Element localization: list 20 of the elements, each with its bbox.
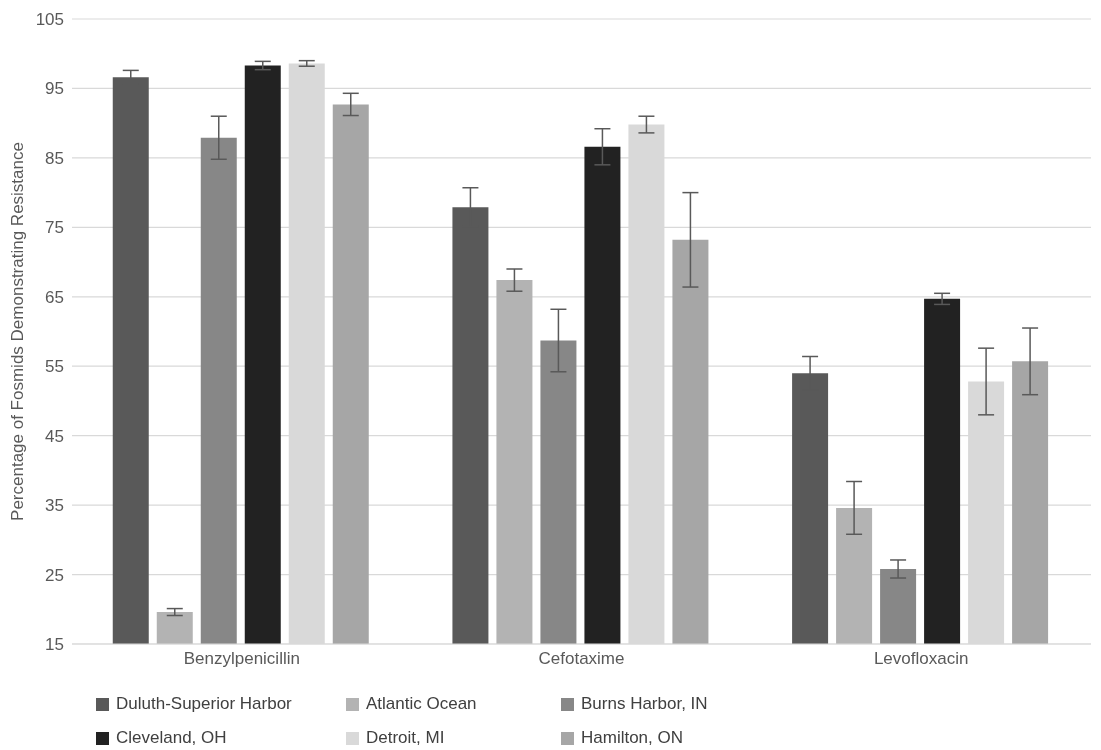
x-tick-label: Cefotaxime [538,649,625,669]
y-tick-label: 85 [45,148,64,168]
legend-label: Cleveland, OH [116,728,227,748]
y-tick-label: 25 [45,565,64,585]
y-tick-label: 105 [35,10,64,30]
y-tick-label: 15 [45,635,64,655]
y-tick-label: 35 [45,496,64,516]
y-tick-label: 55 [45,357,64,377]
legend-label: Burns Harbor, IN [581,694,708,714]
legend-label: Duluth-Superior Harbor [116,694,292,714]
legend-label: Detroit, MI [366,728,445,748]
x-tick-label: Benzylpenicillin [183,649,300,669]
y-tick-label: 75 [45,218,64,238]
legend-label: Atlantic Ocean [366,694,477,714]
y-tick-label: 95 [45,79,64,99]
y-axis-title: Percentage of Fosmids Demonstrating Resistance [8,142,28,521]
legend-label: Hamilton, ON [581,728,684,748]
y-tick-label: 65 [45,287,64,307]
x-tick-label: Levofloxacin [873,649,969,669]
y-tick-label: 45 [45,426,64,446]
